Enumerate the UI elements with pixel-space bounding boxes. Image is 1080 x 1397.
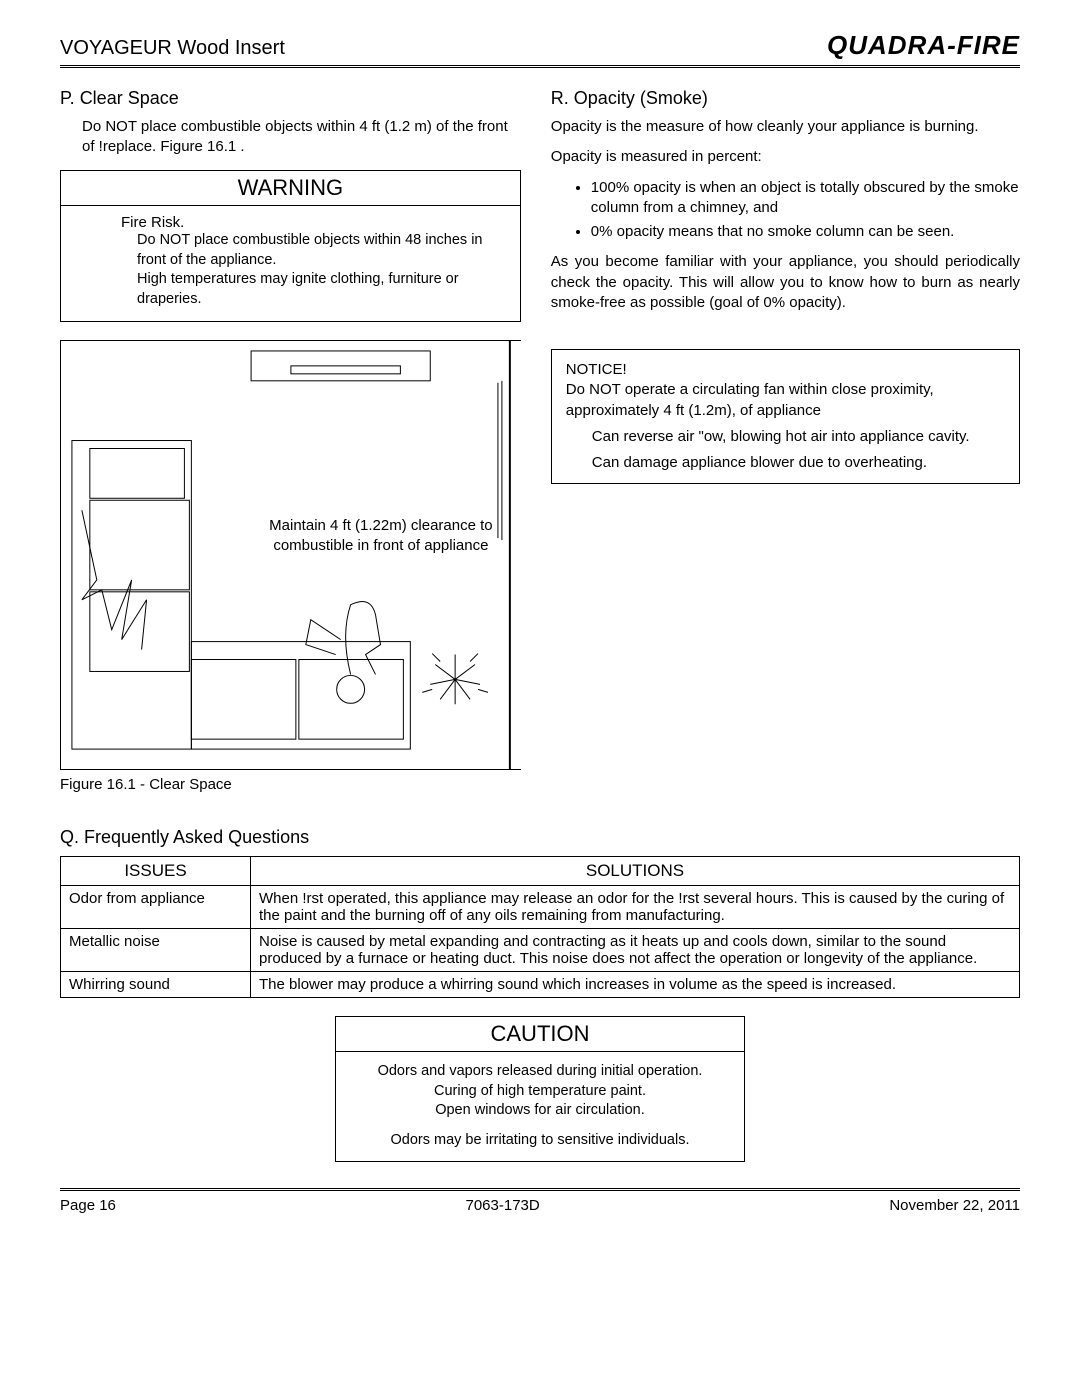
faq-issue: Metallic noise	[61, 929, 251, 972]
caution-line1: Odors and vapors released during initial…	[350, 1062, 730, 1082]
right-column: R. Opacity (Smoke) Opacity is the measur…	[551, 88, 1020, 813]
page-header: VOYAGEUR Wood Insert QUADRA-FIRE	[60, 30, 1020, 68]
caution-line3: Open windows for air circulation.	[350, 1101, 730, 1121]
caution-line2: Curing of high temperature paint.	[350, 1082, 730, 1102]
caution-box: CAUTION Odors and vapors released during…	[335, 1016, 745, 1161]
opacity-list-item1: 100% opacity is when an object is totall…	[591, 178, 1020, 219]
main-columns: P. Clear Space Do NOT place combustible …	[60, 88, 1020, 813]
warning-body: Fire Risk. Do NOT place combustible obje…	[61, 206, 520, 321]
section-p-heading: P. Clear Space	[60, 88, 521, 109]
table-row: Whirring sound The blower may produce a …	[61, 972, 1020, 998]
left-column: P. Clear Space Do NOT place combustible …	[60, 88, 521, 813]
notice-title: NOTICE!	[566, 360, 1005, 380]
faq-issue: Odor from appliance	[61, 886, 251, 929]
opacity-list-item2: 0% opacity means that no smoke column ca…	[591, 222, 1020, 242]
notice-box: NOTICE! Do NOT operate a circulating fan…	[551, 349, 1020, 484]
opacity-list: 100% opacity is when an object is totall…	[591, 178, 1020, 243]
faq-issue: Whirring sound	[61, 972, 251, 998]
section-q-heading: Q. Frequently Asked Questions	[60, 827, 1020, 848]
brand-logo-text: QUADRA-FIRE	[827, 30, 1020, 61]
notice-sub1: Can reverse air "ow, blowing hot air int…	[592, 427, 1005, 447]
section-r-p3: As you become familiar with your applian…	[551, 252, 1020, 313]
faq-col-issues: ISSUES	[61, 857, 251, 886]
footer-doc: 7063-173D	[466, 1197, 540, 1214]
clear-space-diagram	[61, 341, 521, 769]
footer-page: Page 16	[60, 1197, 116, 1214]
faq-col-solutions: SOLUTIONS	[251, 857, 1020, 886]
faq-table: ISSUES SOLUTIONS Odor from appliance Whe…	[60, 856, 1020, 998]
warning-title: WARNING	[61, 171, 520, 206]
page-footer: Page 16 7063-173D November 22, 2011	[60, 1188, 1020, 1214]
table-row: Metallic noise Noise is caused by metal …	[61, 929, 1020, 972]
faq-solution: Noise is caused by metal expanding and c…	[251, 929, 1020, 972]
warning-sub2: High temperatures may ignite clothing, f…	[137, 270, 504, 309]
faq-solution: When !rst operated, this appliance may r…	[251, 886, 1020, 929]
caution-title: CAUTION	[336, 1017, 744, 1052]
footer-date: November 22, 2011	[889, 1197, 1020, 1214]
notice-sub2: Can damage appliance blower due to overh…	[592, 453, 1005, 473]
warning-sub1: Do NOT place combustible objects within …	[137, 231, 504, 270]
section-r-p2: Opacity is measured in percent:	[551, 147, 1020, 167]
section-r-p1: Opacity is the measure of how cleanly yo…	[551, 117, 1020, 137]
figure-label: Figure 16.1 - Clear Space	[60, 776, 521, 793]
product-title: VOYAGEUR Wood Insert	[60, 37, 285, 60]
notice-p1: Do NOT operate a circulating fan within …	[566, 380, 1005, 421]
section-p-paragraph: Do NOT place combustible objects within …	[82, 117, 521, 156]
table-row: Odor from appliance When !rst operated, …	[61, 886, 1020, 929]
section-r-heading: R. Opacity (Smoke)	[551, 88, 1020, 109]
figure-caption-inline: Maintain 4 ft (1.22m) clearance to combu…	[261, 516, 501, 555]
caution-body: Odors and vapors released during initial…	[336, 1052, 744, 1160]
warning-box: WARNING Fire Risk. Do NOT place combusti…	[60, 170, 521, 322]
faq-solution: The blower may produce a whirring sound …	[251, 972, 1020, 998]
figure-box: Maintain 4 ft (1.22m) clearance to combu…	[60, 340, 521, 770]
warning-line1: Fire Risk.	[121, 214, 504, 231]
caution-line4: Odors may be irritating to sensitive ind…	[350, 1131, 730, 1151]
